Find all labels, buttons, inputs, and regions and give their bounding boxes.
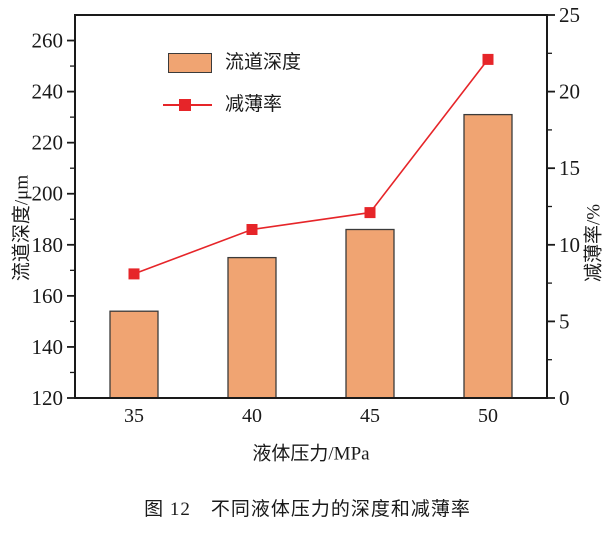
right-axis-tick-label: 20 <box>559 80 580 104</box>
x-axis-tick-label: 45 <box>360 405 380 427</box>
line-marker-35 <box>128 268 140 280</box>
line-marker-40 <box>246 224 258 235</box>
right-axis-title: 减薄率/% <box>583 203 605 283</box>
x-axis-tick-label: 35 <box>124 405 144 427</box>
bar-40 <box>227 256 277 399</box>
bar-45 <box>345 228 395 399</box>
right-axis-tick-label: 0 <box>559 386 570 410</box>
line-marker-50 <box>482 53 494 65</box>
right-axis-tick-label: 10 <box>559 233 580 257</box>
left-axis-tick-label: 260 <box>32 29 64 53</box>
left-axis-tick-label: 120 <box>32 386 64 410</box>
left-axis-tick-label: 180 <box>32 233 64 257</box>
right-axis-tick-label: 5 <box>559 309 570 333</box>
figure-caption: 图 12 不同液体压力的深度和减薄率 <box>144 499 471 520</box>
line-marker-45 <box>364 207 376 219</box>
right-axis-tick-label: 15 <box>559 156 580 180</box>
thinning-rate-line <box>133 58 489 275</box>
x-axis-tick-label: 40 <box>242 405 262 427</box>
x-axis-tick-label: 50 <box>478 405 498 427</box>
left-axis-tick-label: 160 <box>32 284 64 308</box>
bar-35 <box>109 310 159 399</box>
x-axis-title: 液体压力/MPa <box>252 443 370 465</box>
left-axis-tick-label: 240 <box>32 80 64 104</box>
right-axis-tick-label: 25 <box>559 3 580 27</box>
left-axis-tick-label: 200 <box>32 182 64 206</box>
chart-canvas: 120 140 160 180 200 220 240 260 0 5 10 15 20 25 35 40 45… <box>32 3 581 427</box>
left-axis-title: 流道深度/μm <box>11 174 33 282</box>
bar-50 <box>463 113 513 399</box>
left-axis-tick-label: 140 <box>32 335 64 359</box>
left-axis-tick-label: 220 <box>32 131 64 155</box>
